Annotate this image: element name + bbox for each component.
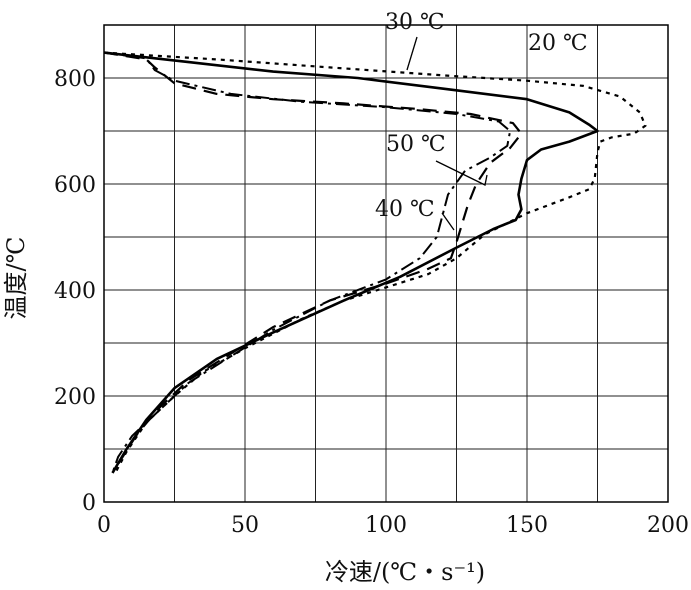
series-line — [103, 51, 512, 474]
grid — [103, 25, 669, 502]
series-layer — [103, 51, 647, 474]
y-tick-label: 800 — [54, 67, 96, 92]
x-tick-label: 100 — [365, 513, 407, 538]
annotation-label: 20 ℃ — [528, 31, 588, 56]
x-tick-label: 0 — [97, 513, 111, 538]
annotation-label: 50 ℃ — [386, 132, 446, 157]
y-tick-label: 200 — [54, 385, 96, 410]
y-tick-label: 600 — [54, 173, 96, 198]
series-line — [103, 51, 647, 474]
annotation-leader — [435, 160, 488, 186]
x-tick-label: 150 — [506, 513, 548, 538]
annotation-label: 40 ℃ — [375, 197, 435, 222]
y-tick-label: 400 — [54, 279, 96, 304]
series-line — [103, 51, 523, 474]
x-tick-label: 200 — [647, 513, 689, 538]
annotation-layer: 30 ℃ 20 ℃ 50 ℃ 40 ℃ — [375, 10, 588, 231]
y-axis-label: 温度/℃ — [2, 237, 30, 320]
y-tick-label: 0 — [82, 491, 96, 516]
annotation-leader — [406, 36, 418, 71]
annotation-label: 30 ℃ — [385, 10, 445, 35]
x-axis-label: 冷速/(℃・s⁻¹) — [325, 558, 485, 585]
tick-layer: 0 50 100 150 200 0 200 400 600 800 — [54, 67, 689, 538]
series-line — [103, 51, 599, 474]
plot-frame — [103, 24, 669, 503]
x-tick-label: 50 — [231, 513, 259, 538]
annotation-leader — [441, 212, 455, 231]
